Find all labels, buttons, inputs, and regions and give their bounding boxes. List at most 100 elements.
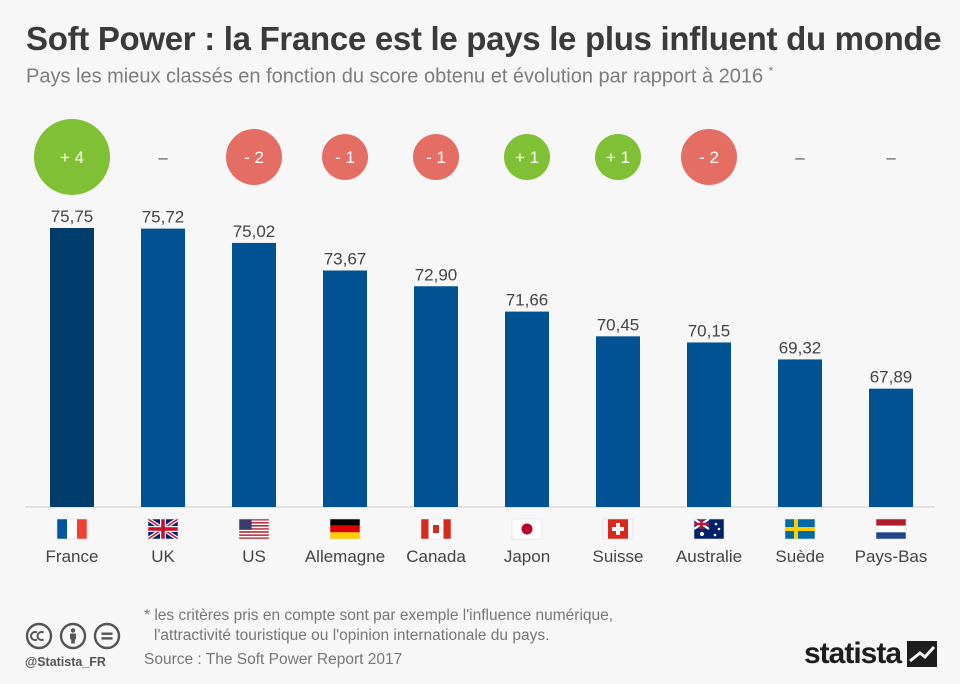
rank-change-label: – (795, 148, 805, 167)
category-label: Suède (775, 547, 824, 566)
flag-part (239, 537, 269, 539)
subtitle-footnote-mark: * (768, 64, 774, 78)
sweden-flag (784, 518, 816, 540)
flag-part (239, 528, 269, 530)
value-label: 75,72 (142, 208, 185, 227)
footnote-line-2: l'attractivité touristique ou l'opinion … (154, 627, 550, 644)
rank-change-label: + 4 (60, 148, 84, 167)
chart-subtitle: Pays les mieux classés en fonction du sc… (26, 64, 773, 89)
value-label: 70,15 (688, 321, 731, 340)
flag-part (329, 518, 361, 540)
australia-flag (693, 518, 725, 540)
rank-change-label: + 1 (515, 148, 539, 167)
flag-part (239, 532, 269, 535)
uk-flag (146, 517, 180, 541)
flag-part (433, 525, 439, 533)
flag-part (56, 518, 88, 540)
category-label: US (242, 547, 266, 566)
value-label: 72,90 (415, 265, 458, 284)
flag-part (239, 519, 269, 521)
bar (232, 242, 276, 507)
subtitle-text: Pays les mieux classés en fonction du sc… (26, 65, 764, 88)
value-label: 69,32 (779, 338, 822, 357)
flag-part (511, 518, 543, 540)
flag-part (713, 533, 717, 537)
category-label: UK (151, 547, 175, 566)
chart-title: Soft Power : la France est le pays le pl… (26, 20, 942, 57)
category-label: France (46, 547, 99, 566)
category-label: Canada (406, 547, 466, 566)
value-label: 70,45 (597, 315, 640, 334)
us-flag (238, 518, 270, 540)
flag-part (714, 522, 718, 526)
rank-change-badge (681, 129, 737, 185)
flag-part (77, 519, 87, 539)
flag-part (694, 522, 709, 526)
flag-part (693, 518, 725, 540)
footnote-line-1: * les critères pris en compte sont par e… (144, 607, 614, 624)
flag-part (330, 519, 360, 526)
rank-change-label: - 1 (335, 148, 355, 167)
rank-change-badge (504, 134, 550, 180)
category-label: Pays-Bas (855, 547, 928, 566)
flag-part (717, 527, 721, 531)
flag-part (876, 519, 906, 526)
france-flag (56, 518, 88, 540)
flag-part (239, 534, 269, 536)
flag-part (239, 535, 269, 538)
flag-part (239, 531, 269, 533)
rank-change-badge (226, 129, 282, 185)
rank-change-badge (413, 134, 459, 180)
bar-chart: 75,75 + 4 France 75,72 – UK 75,02 - 2 US 73,67 - 1… (25, 119, 935, 566)
flag-part (876, 525, 906, 533)
flag-part (148, 527, 178, 531)
value-label: 73,67 (324, 250, 367, 269)
flag-part (238, 518, 270, 540)
bar (687, 342, 731, 507)
flag-part (239, 522, 269, 524)
bar (50, 228, 94, 507)
rank-change-label: - 2 (699, 148, 719, 167)
flag-part (612, 527, 624, 531)
bar (323, 270, 367, 507)
social-handle: @Statista_FR (25, 655, 106, 669)
license-icons (25, 622, 121, 650)
flag-part (239, 519, 252, 530)
rank-change-label: – (886, 148, 896, 167)
flag-part (420, 518, 452, 540)
flag-part (443, 519, 451, 539)
flag-part (67, 519, 77, 539)
rank-change-badge (34, 119, 110, 195)
bar (414, 286, 458, 507)
flag-part (421, 519, 429, 539)
bar (505, 311, 549, 507)
flag-part (521, 523, 533, 535)
value-label: 67,89 (870, 368, 913, 387)
flag-part (876, 532, 906, 539)
value-label: 71,66 (506, 291, 549, 310)
by-icon (59, 622, 87, 650)
cc-icon (25, 622, 53, 650)
bar (869, 388, 913, 507)
flag-part (785, 527, 815, 531)
brand-wordmark: statista (804, 637, 902, 670)
flag-part (239, 520, 269, 523)
flag-part (330, 532, 360, 539)
flag-part (57, 519, 67, 539)
bar (596, 336, 640, 507)
netherlands-flag (875, 518, 907, 540)
statista-logo-icon (907, 641, 938, 667)
rank-change-label: – (158, 148, 168, 167)
bar (141, 228, 185, 507)
flag-part (875, 518, 907, 540)
japan-flag (511, 518, 543, 540)
rank-change-badge (322, 134, 368, 180)
source-note: Source : The Soft Power Report 2017 (144, 651, 403, 668)
flag-part (239, 529, 269, 532)
flag-part (239, 525, 269, 527)
nd-icon (93, 622, 121, 650)
flag-part (147, 518, 179, 540)
flag-part (330, 525, 360, 533)
footnote: * les critères pris en compte sont par e… (144, 606, 613, 646)
category-label: Suisse (592, 547, 643, 566)
